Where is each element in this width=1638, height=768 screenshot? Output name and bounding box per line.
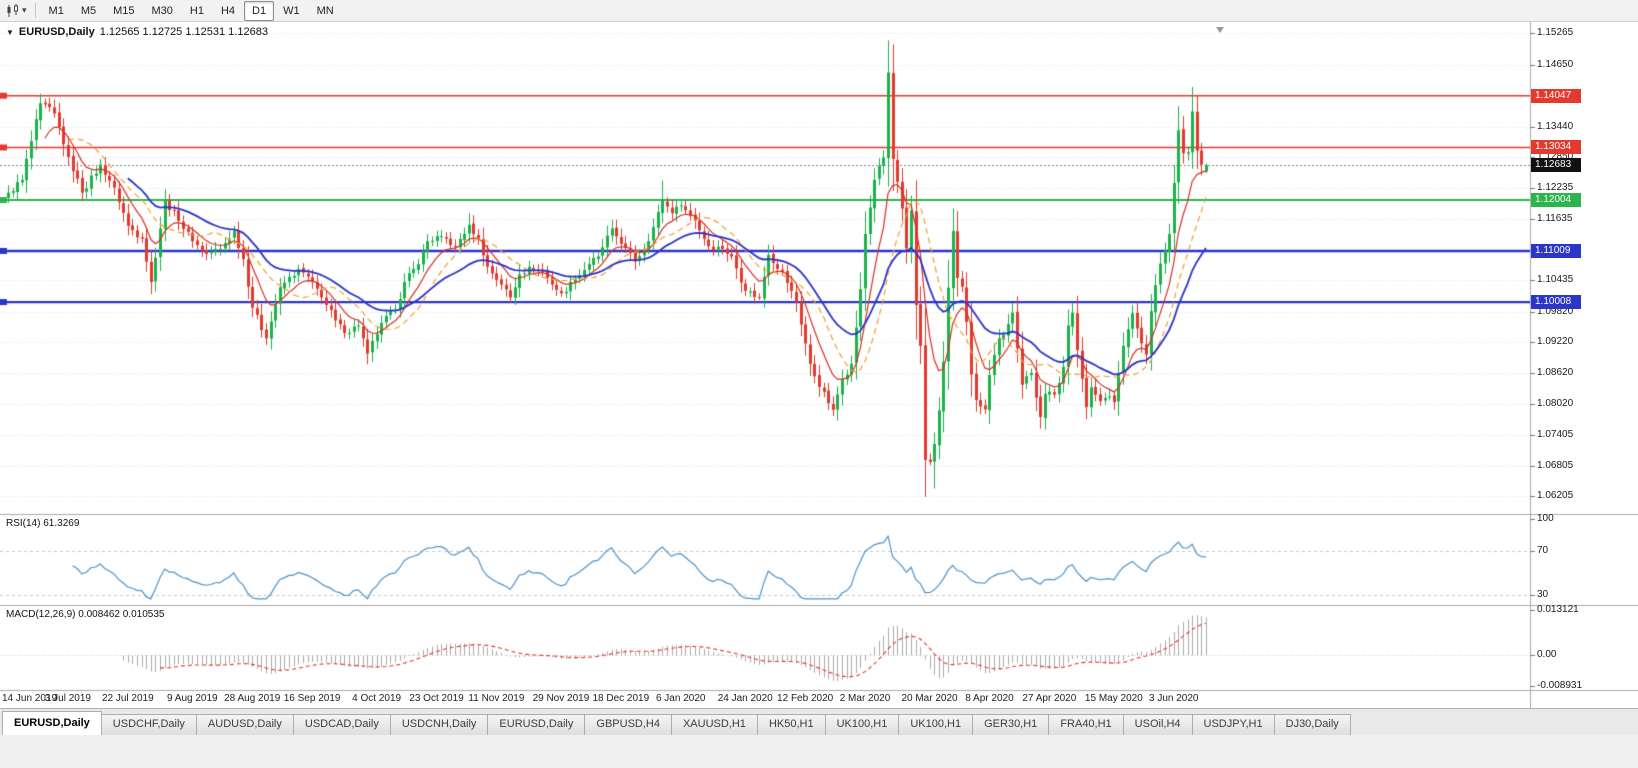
chart-tab-UK100-H1[interactable]: UK100,H1 [824, 714, 900, 735]
chart-tab-XAUUSD-H1[interactable]: XAUUSD,H1 [670, 714, 758, 735]
x-axis-date-label: 23 Oct 2019 [409, 693, 464, 704]
chart-tab-DJ30-Daily[interactable]: DJ30,Daily [1273, 714, 1351, 735]
hline-price-tag[interactable]: 1.14047 [1531, 88, 1581, 103]
x-axis-date-label: 29 Nov 2019 [532, 693, 590, 704]
toolbar-separator [34, 3, 36, 18]
timeframe-button-H1[interactable]: H1 [189, 4, 204, 17]
hline-price-tag[interactable]: 1.13034 [1531, 140, 1581, 155]
price-axis-tick: 1.06205 [1537, 490, 1574, 502]
chart-type-dropdown-icon[interactable]: ▾ [22, 5, 27, 15]
chart-symbol-label: EURUSD,Daily [18, 26, 95, 38]
macd-axis-tick: -0.008931 [1537, 680, 1583, 692]
macd-axis-tick: 0.00 [1537, 649, 1557, 661]
chart-tab-HK50-H1[interactable]: HK50,H1 [756, 714, 826, 735]
x-axis-date-label: 16 Sep 2019 [283, 693, 341, 704]
x-axis-date-label: 3 Jun 2020 [1148, 693, 1199, 704]
timeframe-button-M15[interactable]: M15 [113, 4, 135, 17]
timeframe-buttons: M1 M5 M15 M30 H1 H4 D1 W1 MN [41, 0, 343, 21]
chart-tab-GBPUSD-H4[interactable]: GBPUSD,H4 [584, 714, 672, 735]
chart-tab-USDJPY-H1[interactable]: USDJPY,H1 [1191, 714, 1275, 735]
x-axis-date-label: 18 Dec 2019 [592, 693, 650, 704]
chart-tab-FRA40-H1[interactable]: FRA40,H1 [1048, 714, 1124, 735]
x-axis-date-label: 27 Apr 2020 [1022, 693, 1077, 704]
price-axis-tick: 1.15265 [1537, 27, 1574, 39]
chart-tab-UK100-H1[interactable]: UK100,H1 [898, 714, 974, 735]
chart-tab-EURUSD-Daily[interactable]: EURUSD,Daily [2, 711, 102, 735]
chart-tab-bar: EURUSD,Daily USDCHF,Daily AUDUSD,Daily USDC… [0, 708, 1638, 735]
x-axis-date-label: 9 Aug 2019 [166, 693, 218, 704]
macd-axis-tick: 0.013121 [1537, 604, 1579, 616]
price-axis-tick: 1.09820 [1537, 305, 1574, 317]
x-axis-date-label: 14 Jun 2019 [2, 693, 58, 704]
timeframe-button-M30[interactable]: M30 [151, 4, 173, 17]
chart-title: ▼ EURUSD,Daily 1.12565 1.12725 1.12531 1… [6, 26, 268, 38]
x-axis-date-label: 20 Mar 2020 [901, 693, 958, 704]
timeframe-button-D1[interactable]: D1 [244, 0, 275, 21]
chart-tab-USDCNH-Daily[interactable]: USDCNH,Daily [389, 714, 489, 735]
x-axis-date-label: 12 Feb 2020 [777, 693, 834, 704]
price-axis-tick: 1.09220 [1537, 336, 1574, 348]
candlestick-chart-icon[interactable] [5, 3, 21, 18]
current-price-tag: 1.12683 [1531, 158, 1581, 173]
rsi-axis-tick: 70 [1537, 545, 1549, 557]
price-axis-tick: 1.11635 [1537, 212, 1573, 224]
hline-price-tag[interactable]: 1.12004 [1531, 193, 1581, 208]
x-axis-date-label: 28 Aug 2019 [224, 693, 281, 704]
timeframe-button-M5[interactable]: M5 [80, 4, 97, 17]
chart-tab-USDCAD-Daily[interactable]: USDCAD,Daily [292, 714, 391, 735]
hline-price-tag[interactable]: 1.10008 [1531, 295, 1581, 310]
price-axis-tick: 1.13440 [1537, 120, 1574, 132]
price-axis-tick: 1.12235 [1537, 182, 1574, 194]
timeframe-button-W1[interactable]: W1 [283, 4, 300, 17]
timeframe-button-H4[interactable]: H4 [220, 4, 236, 17]
price-axis-tick: 1.08020 [1537, 397, 1574, 409]
chart-collapse-icon[interactable]: ▼ [6, 27, 14, 37]
chart-tab-AUDUSD-Daily[interactable]: AUDUSD,Daily [195, 714, 294, 735]
x-axis-date-label: 8 Apr 2020 [965, 693, 1014, 704]
x-axis-date-label: 24 Jan 2020 [717, 693, 773, 704]
rsi-axis-tick: 30 [1537, 588, 1549, 600]
chart-tab-GER30-H1[interactable]: GER30,H1 [972, 714, 1050, 735]
price-axis-tick: 1.08620 [1537, 367, 1574, 378]
price-axis-tick: 1.10435 [1537, 274, 1574, 286]
price-axis-tick: 1.07405 [1537, 429, 1574, 441]
x-axis-date-label: 4 Oct 2019 [352, 693, 402, 704]
timeframe-button-MN[interactable]: MN [316, 4, 334, 17]
chart-ohlc-values: 1.12565 1.12725 1.12531 1.12683 [99, 26, 268, 38]
chart-area: ▼ EURUSD,Daily 1.12565 1.12725 1.12531 1… [0, 22, 1638, 708]
x-axis-date-label: 2 Mar 2020 [839, 693, 891, 704]
rsi-axis-tick: 100 [1537, 513, 1554, 524]
chart-tab-USDCHF-Daily[interactable]: USDCHF,Daily [100, 714, 197, 735]
hline-price-tag[interactable]: 1.11009 [1531, 243, 1581, 258]
macd-indicator-label: MACD(12,26,9) 0.008462 0.010535 [6, 609, 165, 620]
x-axis-date-label: 22 Jul 2019 [101, 693, 154, 704]
timeframe-toolbar: ▾ M1 M5 M15 M30 H1 H4 D1 W1 MN [0, 0, 1638, 22]
chart-tab-USOil-H4[interactable]: USOil,H4 [1122, 714, 1193, 735]
price-chart-canvas[interactable] [0, 22, 1638, 708]
x-axis-date-label: 6 Jan 2020 [655, 693, 706, 704]
rsi-indicator-label: RSI(14) 61.3269 [6, 518, 80, 529]
price-axis-tick: 1.06805 [1537, 459, 1574, 471]
timeframe-button-M1[interactable]: M1 [48, 4, 64, 17]
x-axis-date-label: 11 Nov 2019 [468, 693, 525, 704]
chart-shift-marker[interactable] [1216, 27, 1224, 33]
price-axis-tick: 1.14650 [1537, 58, 1574, 70]
x-axis-date-label: 3 Jul 2019 [44, 693, 91, 704]
chart-tab-EURUSD-Daily[interactable]: EURUSD,Daily [487, 714, 586, 735]
x-axis-date-label: 15 May 2020 [1084, 693, 1143, 704]
price-axis-tick: 1.12850 [1537, 150, 1574, 162]
